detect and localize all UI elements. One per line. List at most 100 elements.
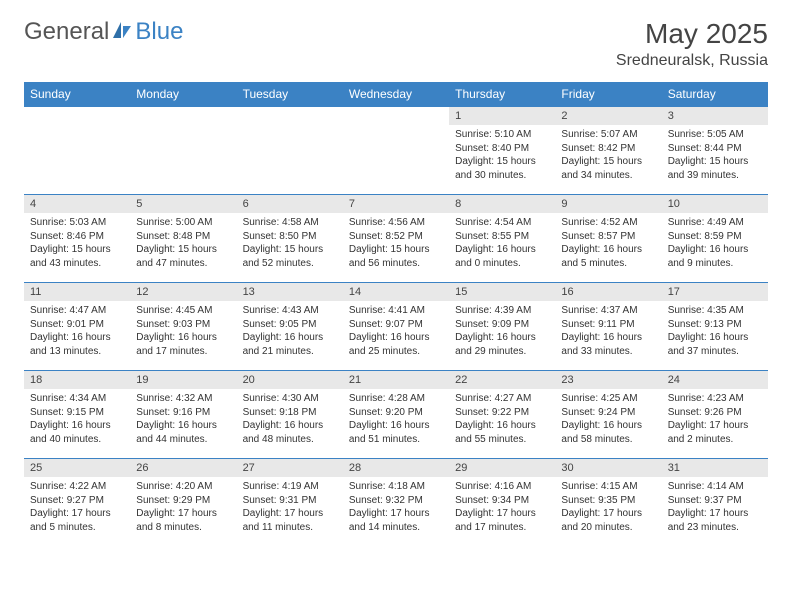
sunset-text: Sunset: 8:44 PM [668, 142, 762, 156]
sunset-text: Sunset: 9:26 PM [668, 406, 762, 420]
day-cell: 31Sunrise: 4:14 AMSunset: 9:37 PMDayligh… [662, 459, 768, 547]
sunset-text: Sunset: 9:32 PM [349, 494, 443, 508]
daylight-text: Daylight: 17 hours [561, 507, 655, 521]
day-number: 3 [662, 107, 768, 125]
sunset-text: Sunset: 8:48 PM [136, 230, 230, 244]
day-body: Sunrise: 4:19 AMSunset: 9:31 PMDaylight:… [237, 477, 343, 538]
sunrise-text: Sunrise: 4:52 AM [561, 216, 655, 230]
daylight-text: Daylight: 16 hours [136, 419, 230, 433]
daylight-text: and 21 minutes. [243, 345, 337, 359]
daylight-text: and 23 minutes. [668, 521, 762, 535]
day-number: 7 [343, 195, 449, 213]
day-body: Sunrise: 4:27 AMSunset: 9:22 PMDaylight:… [449, 389, 555, 450]
day-header: Friday [555, 82, 661, 107]
day-cell: 2Sunrise: 5:07 AMSunset: 8:42 PMDaylight… [555, 107, 661, 195]
day-body: Sunrise: 4:34 AMSunset: 9:15 PMDaylight:… [24, 389, 130, 450]
sunset-text: Sunset: 8:46 PM [30, 230, 124, 244]
day-cell: 10Sunrise: 4:49 AMSunset: 8:59 PMDayligh… [662, 195, 768, 283]
day-number: 13 [237, 283, 343, 301]
daylight-text: and 30 minutes. [455, 169, 549, 183]
daylight-text: and 33 minutes. [561, 345, 655, 359]
logo-sail-icon [111, 20, 133, 45]
day-number: 30 [555, 459, 661, 477]
sunset-text: Sunset: 9:05 PM [243, 318, 337, 332]
day-cell: 12Sunrise: 4:45 AMSunset: 9:03 PMDayligh… [130, 283, 236, 371]
daylight-text: and 44 minutes. [136, 433, 230, 447]
day-cell: 11Sunrise: 4:47 AMSunset: 9:01 PMDayligh… [24, 283, 130, 371]
logo-text-part1: General [24, 18, 109, 46]
daylight-text: and 55 minutes. [455, 433, 549, 447]
day-cell: 30Sunrise: 4:15 AMSunset: 9:35 PMDayligh… [555, 459, 661, 547]
daylight-text: Daylight: 16 hours [136, 331, 230, 345]
day-body: Sunrise: 5:03 AMSunset: 8:46 PMDaylight:… [24, 213, 130, 274]
day-body: Sunrise: 4:39 AMSunset: 9:09 PMDaylight:… [449, 301, 555, 362]
sunset-text: Sunset: 8:55 PM [455, 230, 549, 244]
day-body: Sunrise: 4:54 AMSunset: 8:55 PMDaylight:… [449, 213, 555, 274]
day-cell: 6Sunrise: 4:58 AMSunset: 8:50 PMDaylight… [237, 195, 343, 283]
sunset-text: Sunset: 9:16 PM [136, 406, 230, 420]
daylight-text: Daylight: 16 hours [455, 243, 549, 257]
sunrise-text: Sunrise: 5:07 AM [561, 128, 655, 142]
sunrise-text: Sunrise: 4:34 AM [30, 392, 124, 406]
day-body: Sunrise: 4:18 AMSunset: 9:32 PMDaylight:… [343, 477, 449, 538]
day-cell: 26Sunrise: 4:20 AMSunset: 9:29 PMDayligh… [130, 459, 236, 547]
day-cell: 23Sunrise: 4:25 AMSunset: 9:24 PMDayligh… [555, 371, 661, 459]
sunset-text: Sunset: 8:59 PM [668, 230, 762, 244]
sunset-text: Sunset: 9:11 PM [561, 318, 655, 332]
day-header: Sunday [24, 82, 130, 107]
daylight-text: and 17 minutes. [455, 521, 549, 535]
sunset-text: Sunset: 8:42 PM [561, 142, 655, 156]
day-header-row: Sunday Monday Tuesday Wednesday Thursday… [24, 82, 768, 107]
sunrise-text: Sunrise: 4:58 AM [243, 216, 337, 230]
sunrise-text: Sunrise: 4:27 AM [455, 392, 549, 406]
daylight-text: and 8 minutes. [136, 521, 230, 535]
daylight-text: and 29 minutes. [455, 345, 549, 359]
sunrise-text: Sunrise: 4:22 AM [30, 480, 124, 494]
daylight-text: Daylight: 16 hours [30, 331, 124, 345]
sunset-text: Sunset: 9:15 PM [30, 406, 124, 420]
page-header: General Blue May 2025 Sredneuralsk, Russ… [24, 18, 768, 70]
day-cell: 27Sunrise: 4:19 AMSunset: 9:31 PMDayligh… [237, 459, 343, 547]
daylight-text: and 56 minutes. [349, 257, 443, 271]
day-body: Sunrise: 4:25 AMSunset: 9:24 PMDaylight:… [555, 389, 661, 450]
day-number: 26 [130, 459, 236, 477]
day-header: Saturday [662, 82, 768, 107]
daylight-text: Daylight: 15 hours [455, 155, 549, 169]
sunset-text: Sunset: 8:52 PM [349, 230, 443, 244]
day-body: Sunrise: 4:43 AMSunset: 9:05 PMDaylight:… [237, 301, 343, 362]
day-number: 9 [555, 195, 661, 213]
daylight-text: and 58 minutes. [561, 433, 655, 447]
sunrise-text: Sunrise: 4:19 AM [243, 480, 337, 494]
day-number: 10 [662, 195, 768, 213]
daylight-text: Daylight: 16 hours [455, 331, 549, 345]
day-number: 28 [343, 459, 449, 477]
day-body: Sunrise: 4:16 AMSunset: 9:34 PMDaylight:… [449, 477, 555, 538]
daylight-text: and 2 minutes. [668, 433, 762, 447]
daylight-text: and 40 minutes. [30, 433, 124, 447]
daylight-text: Daylight: 17 hours [668, 419, 762, 433]
title-block: May 2025 Sredneuralsk, Russia [616, 18, 768, 70]
sunrise-text: Sunrise: 4:28 AM [349, 392, 443, 406]
day-cell: 7Sunrise: 4:56 AMSunset: 8:52 PMDaylight… [343, 195, 449, 283]
sunrise-text: Sunrise: 5:10 AM [455, 128, 549, 142]
daylight-text: Daylight: 15 hours [668, 155, 762, 169]
day-body: Sunrise: 4:41 AMSunset: 9:07 PMDaylight:… [343, 301, 449, 362]
day-number: 11 [24, 283, 130, 301]
daylight-text: and 13 minutes. [30, 345, 124, 359]
daylight-text: Daylight: 16 hours [561, 419, 655, 433]
day-cell: 8Sunrise: 4:54 AMSunset: 8:55 PMDaylight… [449, 195, 555, 283]
day-body: Sunrise: 4:15 AMSunset: 9:35 PMDaylight:… [555, 477, 661, 538]
daylight-text: and 25 minutes. [349, 345, 443, 359]
sunrise-text: Sunrise: 4:45 AM [136, 304, 230, 318]
sunset-text: Sunset: 9:13 PM [668, 318, 762, 332]
day-cell: 16Sunrise: 4:37 AMSunset: 9:11 PMDayligh… [555, 283, 661, 371]
sunset-text: Sunset: 9:20 PM [349, 406, 443, 420]
day-number: 24 [662, 371, 768, 389]
day-header: Thursday [449, 82, 555, 107]
sunset-text: Sunset: 9:34 PM [455, 494, 549, 508]
daylight-text: and 11 minutes. [243, 521, 337, 535]
day-cell: 17Sunrise: 4:35 AMSunset: 9:13 PMDayligh… [662, 283, 768, 371]
day-body: Sunrise: 4:49 AMSunset: 8:59 PMDaylight:… [662, 213, 768, 274]
sunset-text: Sunset: 8:40 PM [455, 142, 549, 156]
daylight-text: and 9 minutes. [668, 257, 762, 271]
